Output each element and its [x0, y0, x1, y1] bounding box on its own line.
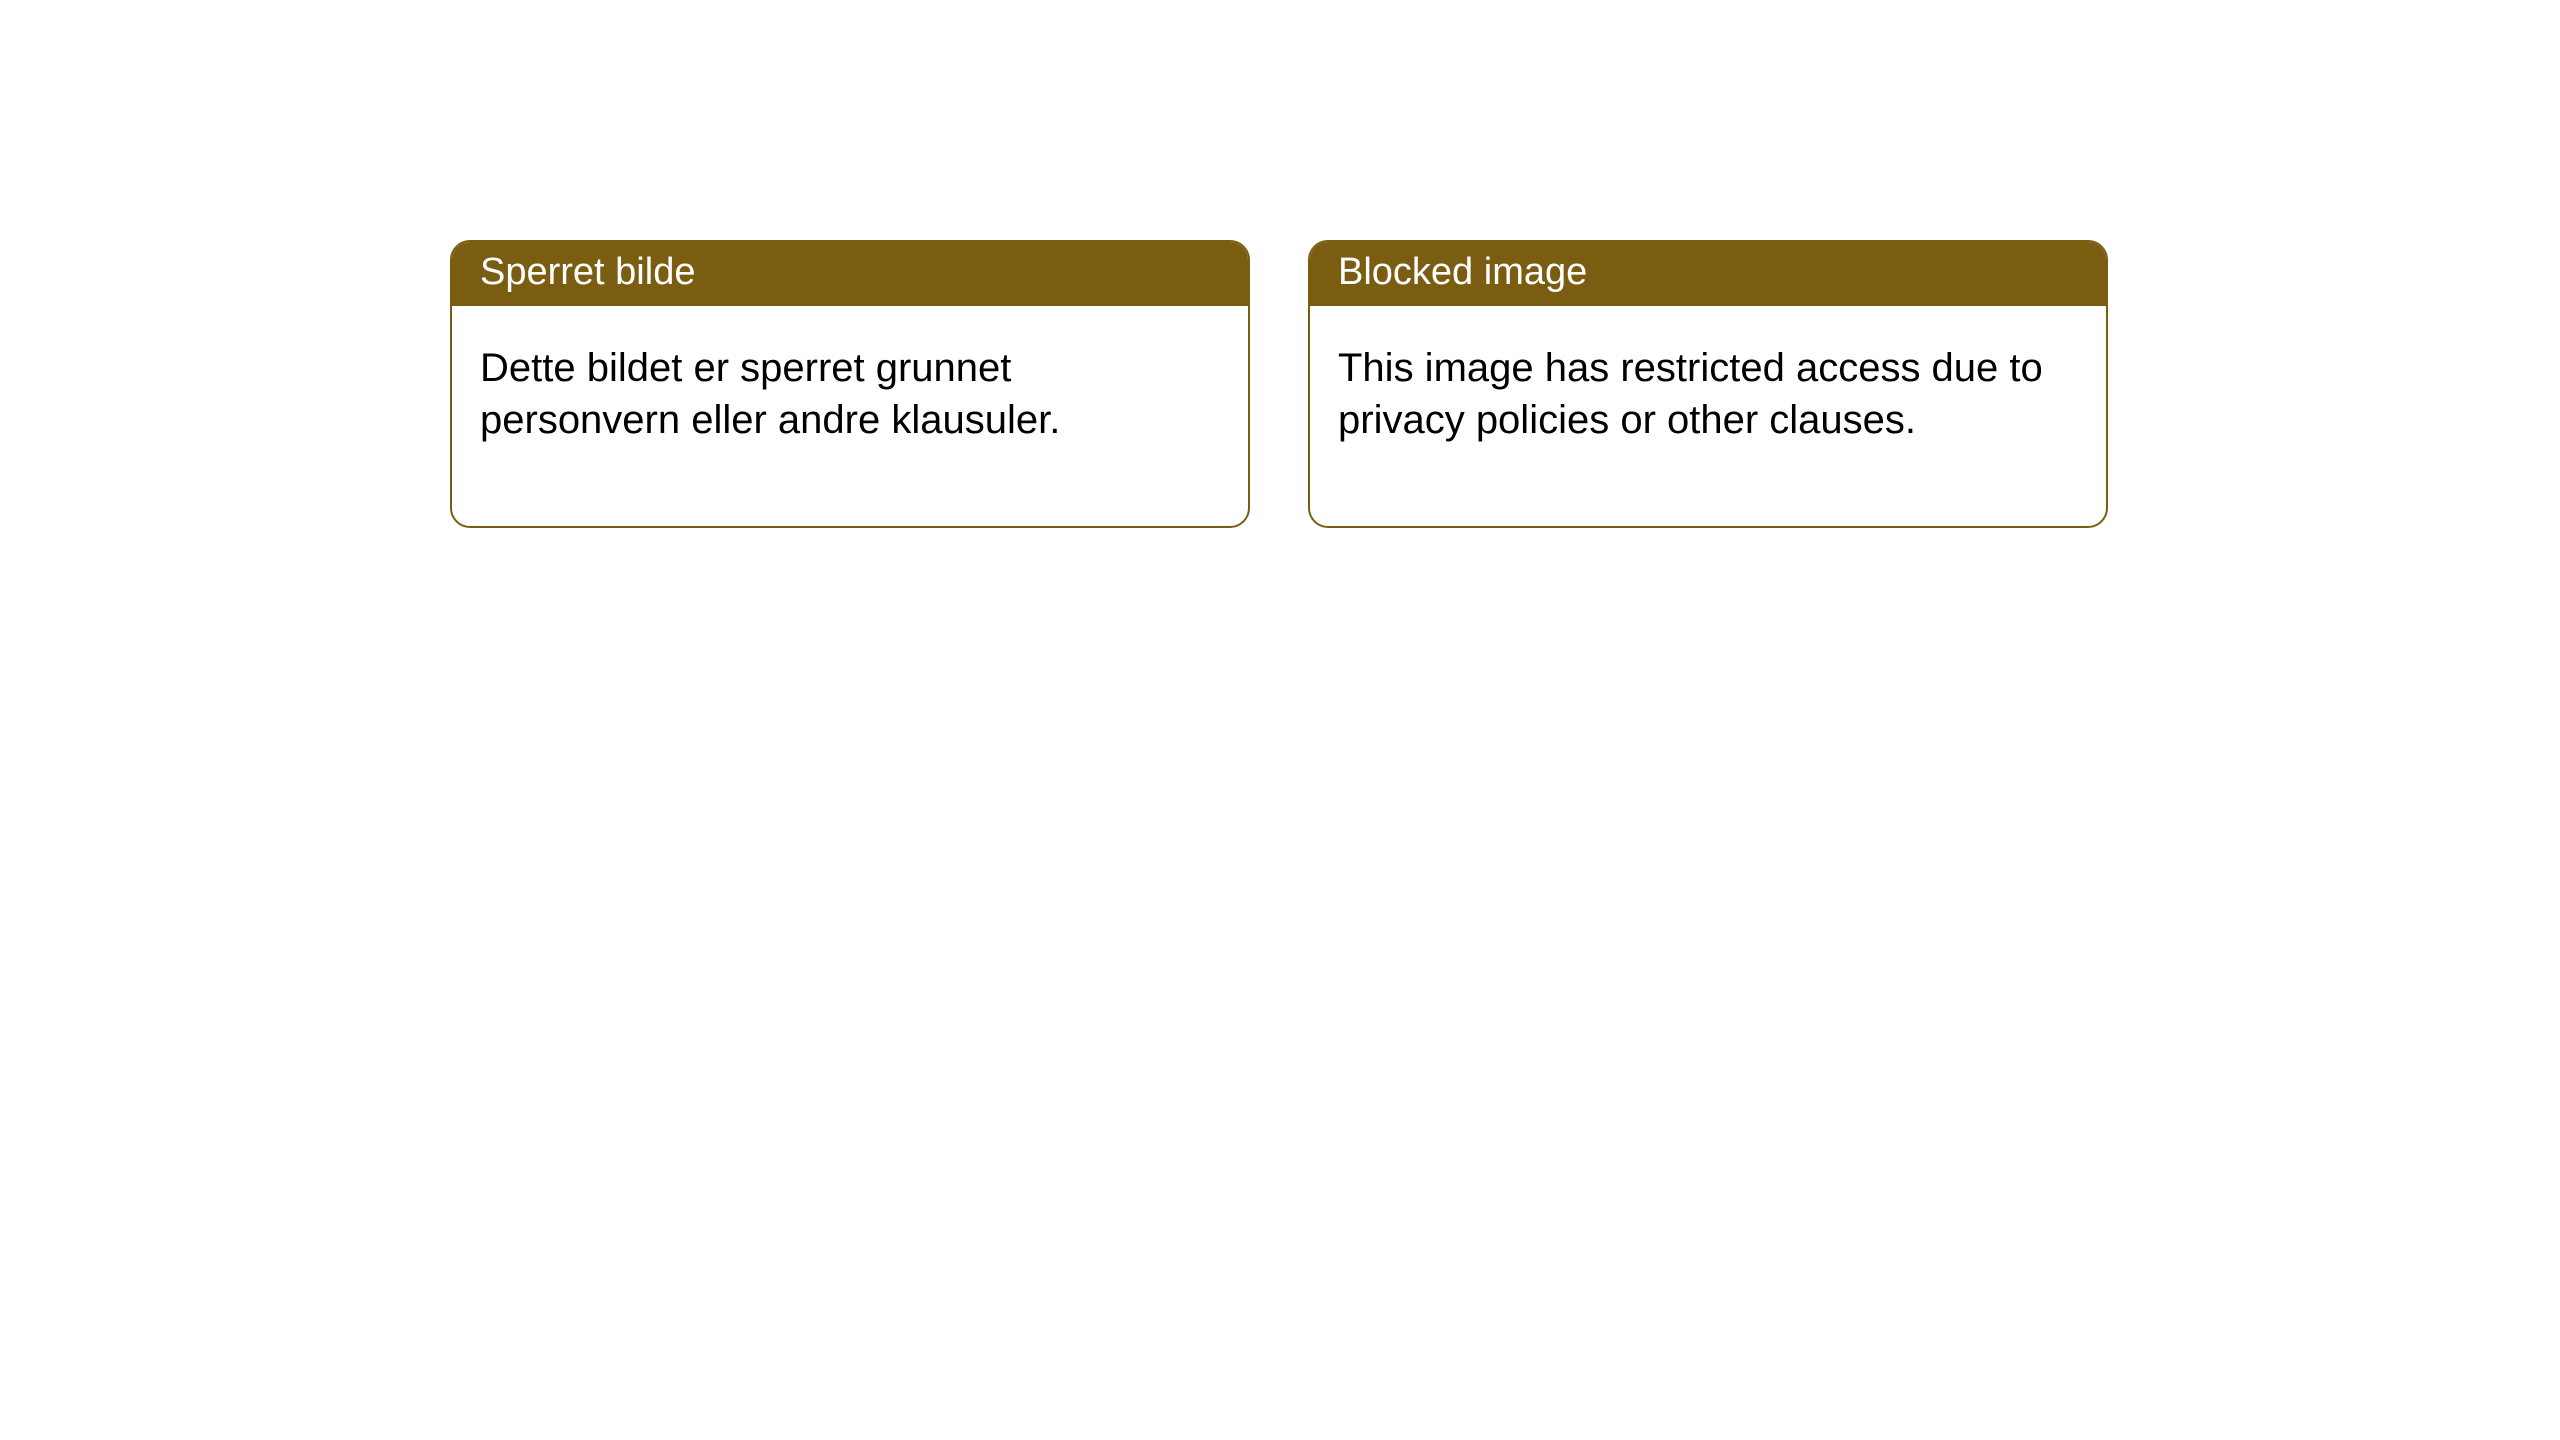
notice-body: Dette bildet er sperret grunnet personve… [452, 306, 1248, 526]
notice-body: This image has restricted access due to … [1310, 306, 2106, 526]
notice-card-norwegian: Sperret bilde Dette bildet er sperret gr… [450, 240, 1250, 528]
notice-title: Blocked image [1310, 242, 2106, 306]
notice-card-english: Blocked image This image has restricted … [1308, 240, 2108, 528]
notice-container: Sperret bilde Dette bildet er sperret gr… [450, 240, 2108, 528]
notice-title: Sperret bilde [452, 242, 1248, 306]
